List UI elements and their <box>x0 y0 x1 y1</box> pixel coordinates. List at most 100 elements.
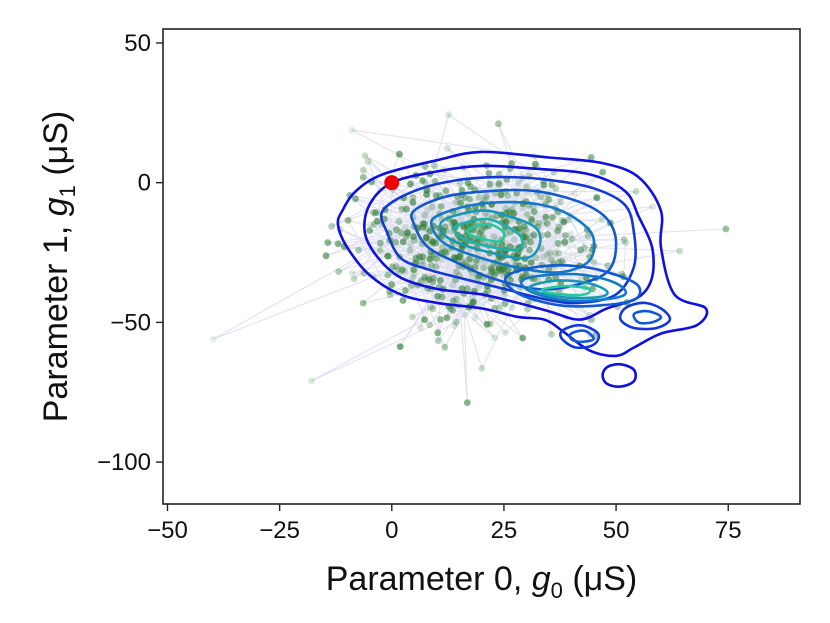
sample-point <box>373 217 381 225</box>
sample-point <box>461 311 469 319</box>
density-contour-level-6 <box>438 209 542 260</box>
sample-point <box>464 179 472 187</box>
density-contour-level-3 <box>618 301 672 331</box>
sample-point <box>522 234 530 242</box>
sample-point <box>417 277 425 285</box>
sample-point <box>552 184 560 192</box>
sample-point <box>561 238 569 246</box>
sample-point <box>549 214 556 222</box>
sample-point <box>398 266 406 274</box>
sample-point <box>308 377 315 385</box>
sample-point <box>532 254 540 262</box>
sample-point <box>475 258 483 266</box>
sample-point <box>421 220 428 228</box>
sample-point <box>442 187 450 195</box>
sample-point <box>545 196 553 203</box>
sample-point <box>527 259 535 266</box>
plot-frame <box>162 28 801 505</box>
sample-point <box>491 334 498 342</box>
sample-point <box>412 254 420 262</box>
sample-point <box>483 192 490 200</box>
sample-point <box>423 277 431 285</box>
x-tick-label: 75 <box>715 517 742 544</box>
sample-point <box>676 247 683 255</box>
sample-point <box>535 219 542 227</box>
sample-point <box>510 236 518 243</box>
sample-point <box>334 240 342 248</box>
sample-point <box>466 195 473 203</box>
sample-point <box>465 256 473 264</box>
sample-point <box>471 263 479 271</box>
sample-point <box>722 225 730 233</box>
sample-point <box>468 273 476 280</box>
sample-point <box>402 287 409 294</box>
sample-point <box>558 257 566 265</box>
sample-point <box>348 126 356 134</box>
sample-point <box>404 229 411 237</box>
sample-point <box>370 209 377 216</box>
sample-point <box>426 235 434 243</box>
sample-point <box>386 291 394 299</box>
sample-point <box>495 181 503 189</box>
sample-point <box>468 295 476 302</box>
sample-point <box>432 263 440 270</box>
sample-point <box>620 236 628 244</box>
sample-point <box>543 197 550 205</box>
x-tick-label: 50 <box>603 517 630 544</box>
sample-point <box>555 258 563 266</box>
sample-point <box>364 157 372 165</box>
y-axis-title-prefix: Parameter 1, <box>37 216 75 422</box>
sample-point <box>546 249 554 257</box>
sample-point <box>396 343 404 350</box>
sample-point <box>361 152 369 160</box>
sample-point <box>389 263 396 271</box>
sample-point <box>410 233 417 241</box>
x-axis-title-variable: g <box>532 560 551 598</box>
sample-point <box>399 238 407 246</box>
sample-point <box>350 275 358 283</box>
sample-point <box>510 210 517 218</box>
density-contour-level-4 <box>568 329 595 344</box>
sample-point <box>423 207 431 215</box>
sample-point <box>562 231 569 239</box>
sample-point <box>474 274 482 281</box>
sample-point <box>348 269 356 277</box>
sample-point <box>437 277 444 284</box>
sample-point <box>360 166 367 174</box>
sample-point <box>554 227 561 235</box>
sample-point <box>526 246 533 254</box>
sample-point <box>543 251 551 258</box>
sample-point <box>399 297 407 304</box>
sample-point <box>484 287 492 295</box>
sample-point <box>359 299 367 307</box>
y-tick-label: 0 <box>138 170 151 197</box>
sample-point <box>443 144 451 152</box>
x-tick-label: 0 <box>385 517 398 544</box>
sample-point <box>549 213 556 221</box>
sample-point <box>432 239 440 247</box>
sample-point <box>395 218 403 225</box>
sample-point <box>523 237 531 245</box>
sample-point <box>501 291 509 299</box>
sample-point <box>359 173 367 181</box>
sample-point <box>548 181 555 189</box>
sample-point <box>409 194 417 201</box>
x-axis-title-prefix: Parameter 0, <box>326 560 532 598</box>
sample-point <box>505 208 513 216</box>
sample-point <box>322 252 330 260</box>
sample-point <box>428 203 436 211</box>
sample-point <box>492 269 500 277</box>
sample-point <box>486 180 494 188</box>
sample-point <box>396 150 403 158</box>
y-tick-label: 50 <box>124 30 151 57</box>
sample-point <box>443 314 451 322</box>
sample-point <box>555 249 562 257</box>
sample-point <box>410 266 417 273</box>
sample-point <box>475 194 483 201</box>
density-contour-level-7 <box>452 217 524 252</box>
sample-point <box>384 252 392 260</box>
sample-point <box>501 300 509 308</box>
sample-point <box>438 293 446 301</box>
sample-point <box>480 264 487 272</box>
sample-point <box>460 223 468 231</box>
